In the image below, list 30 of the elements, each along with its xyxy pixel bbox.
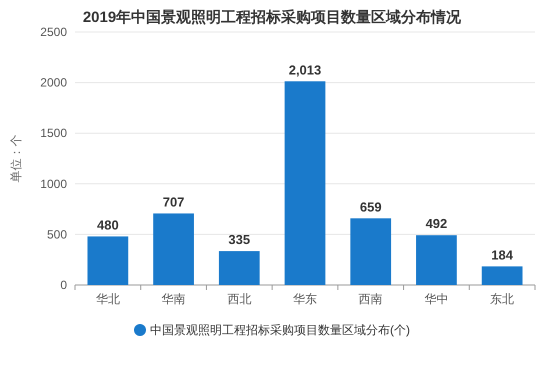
data-label: 707 — [162, 194, 184, 210]
y-tick-label: 500 — [46, 227, 68, 242]
data-label: 659 — [360, 199, 382, 214]
bar — [416, 235, 457, 285]
x-tick-label: 华东 — [293, 292, 317, 306]
data-label: 184 — [491, 247, 514, 262]
x-tick-label: 华北 — [96, 292, 120, 306]
bar — [482, 266, 523, 285]
x-tick-label: 西北 — [227, 292, 252, 306]
y-tick-label: 2000 — [40, 76, 68, 90]
bar — [350, 218, 392, 285]
data-label: 480 — [97, 217, 119, 232]
data-label: 2,013 — [288, 62, 322, 78]
bar — [218, 251, 260, 285]
x-tick-label: 华中 — [424, 292, 448, 306]
chart-title: 2019年中国景观照明工程招标采购项目数量区域分布情况 — [82, 9, 462, 26]
x-tick-label: 西南 — [358, 292, 383, 306]
bar — [153, 213, 194, 285]
y-tick-label: 1000 — [40, 176, 68, 191]
bar — [284, 81, 326, 285]
y-tick-label: 2500 — [40, 25, 68, 39]
y-axis-title: 单位：个 — [9, 134, 23, 182]
legend-label: 中国景观照明工程招标采购项目数量区域分布(个) — [150, 323, 410, 337]
bar — [87, 236, 128, 285]
data-label: 335 — [228, 232, 250, 248]
y-tick-label: 1500 — [40, 126, 68, 140]
data-label: 492 — [426, 216, 448, 232]
x-tick-label: 华南 — [162, 292, 186, 306]
y-tick-label: 0 — [60, 278, 68, 292]
x-tick-label: 东北 — [490, 292, 514, 306]
